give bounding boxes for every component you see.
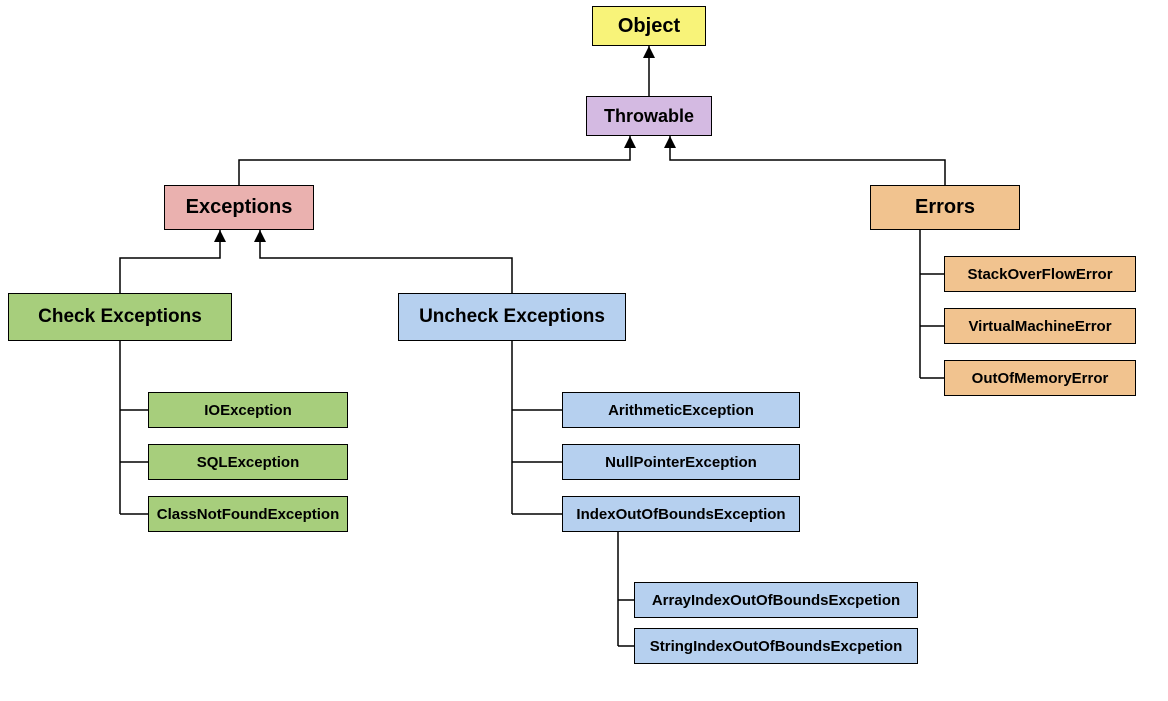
- node-arithmeticexception: ArithmeticException: [562, 392, 800, 428]
- node-classnotfoundexception: ClassNotFoundException: [148, 496, 348, 532]
- node-label: Throwable: [604, 106, 694, 127]
- node-label: Errors: [915, 196, 975, 219]
- node-check-exceptions: Check Exceptions: [8, 293, 232, 341]
- node-errors: Errors: [870, 185, 1020, 230]
- node-ioexception: IOException: [148, 392, 348, 428]
- node-label: Check Exceptions: [38, 306, 202, 328]
- node-throwable: Throwable: [586, 96, 712, 136]
- node-label: Object: [618, 15, 680, 38]
- node-virtualmachineerror: VirtualMachineError: [944, 308, 1136, 344]
- node-label: Uncheck Exceptions: [419, 306, 605, 328]
- node-label: IOException: [204, 402, 292, 419]
- node-label: Exceptions: [186, 196, 293, 219]
- node-label: SQLException: [197, 454, 300, 471]
- node-label: OutOfMemoryError: [972, 370, 1109, 387]
- node-label: StringIndexOutOfBoundsExcpetion: [650, 638, 903, 655]
- node-stackoverflowerror: StackOverFlowError: [944, 256, 1136, 292]
- node-label: StackOverFlowError: [967, 266, 1112, 283]
- node-stringindexoutofboundsexception: StringIndexOutOfBoundsExcpetion: [634, 628, 918, 664]
- node-object: Object: [592, 6, 706, 46]
- node-sqlexception: SQLException: [148, 444, 348, 480]
- node-label: ArithmeticException: [608, 402, 754, 419]
- node-indexoutofboundsexception: IndexOutOfBoundsException: [562, 496, 800, 532]
- node-label: VirtualMachineError: [968, 318, 1111, 335]
- node-label: IndexOutOfBoundsException: [576, 506, 785, 523]
- node-label: NullPointerException: [605, 454, 757, 471]
- node-nullpointerexception: NullPointerException: [562, 444, 800, 480]
- node-arrayindexoutofboundsexception: ArrayIndexOutOfBoundsExcpetion: [634, 582, 918, 618]
- node-label: ClassNotFoundException: [157, 506, 340, 523]
- node-exceptions: Exceptions: [164, 185, 314, 230]
- connector-layer: [0, 0, 1168, 701]
- node-uncheck-exceptions: Uncheck Exceptions: [398, 293, 626, 341]
- node-label: ArrayIndexOutOfBoundsExcpetion: [652, 592, 900, 609]
- node-outofmemoryerror: OutOfMemoryError: [944, 360, 1136, 396]
